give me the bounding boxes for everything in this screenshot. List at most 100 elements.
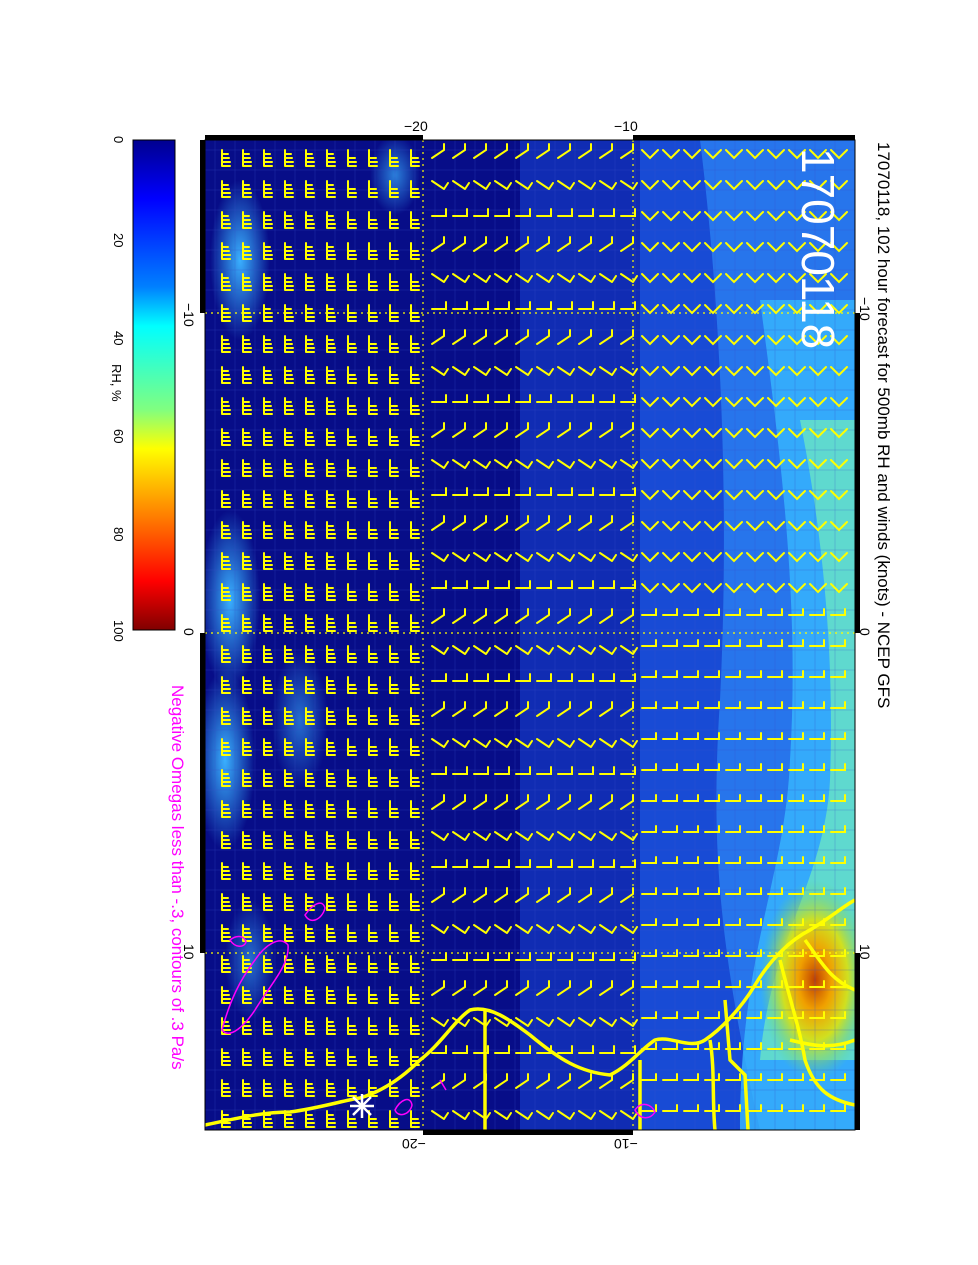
wind-barb	[368, 490, 378, 508]
wind-barb	[683, 242, 701, 253]
wind-barb	[368, 211, 378, 229]
wind-barb	[767, 459, 785, 470]
colorbar-tick: 40	[111, 331, 126, 346]
wind-barb	[725, 149, 743, 160]
wind-barb	[809, 211, 827, 222]
wind-barb	[389, 1017, 399, 1035]
wind-barb	[725, 428, 743, 439]
wind-barb	[746, 639, 762, 647]
wind-barb	[662, 552, 680, 563]
wind-barb	[620, 952, 636, 961]
wind-barb	[683, 273, 701, 284]
wind-barb	[368, 1017, 378, 1035]
wind-barb	[620, 329, 634, 345]
wind-barb	[305, 831, 315, 849]
wind-barb	[368, 1079, 378, 1097]
wind-barb	[515, 952, 531, 961]
wind-barb	[347, 459, 357, 477]
wind-barb	[809, 521, 827, 532]
wind-barb	[326, 335, 336, 353]
wind-barb	[641, 490, 659, 501]
wind-barb	[683, 1042, 699, 1050]
wind-barb	[599, 208, 615, 217]
wind-barb	[221, 335, 231, 353]
wind-barb	[368, 800, 378, 818]
wind-barb	[242, 335, 252, 353]
wind-barb	[683, 335, 701, 346]
wind-barb	[410, 862, 420, 880]
wind-barb	[452, 236, 466, 252]
wind-barb	[683, 552, 701, 563]
wind-barb	[284, 521, 294, 539]
wind-barb	[725, 335, 743, 346]
wind-barb	[641, 521, 659, 532]
wind-barb	[536, 738, 554, 748]
wind-barb	[452, 366, 470, 376]
wind-barb	[410, 211, 420, 229]
wind-barb	[221, 1110, 231, 1128]
wind-barb	[683, 459, 701, 470]
wind-barb	[662, 980, 678, 988]
wind-barb	[767, 1011, 783, 1019]
wind-barb	[662, 304, 680, 315]
wind-barb	[389, 583, 399, 601]
wind-barb	[536, 1110, 554, 1120]
wind-barb	[746, 304, 764, 315]
wind-barb	[662, 918, 678, 926]
wind-barb	[830, 1011, 846, 1019]
wind-barb	[368, 366, 378, 384]
wind-barb	[788, 949, 804, 957]
wind-barb	[431, 924, 449, 934]
wind-barb	[431, 673, 447, 682]
wind-barb	[809, 490, 827, 501]
wind-barb	[515, 1073, 529, 1089]
wind-barb	[473, 580, 489, 589]
wind-barb	[242, 893, 252, 911]
wind-barb	[515, 329, 529, 345]
wind-barb	[305, 645, 315, 663]
wind-barb	[221, 986, 231, 1004]
wind-barb	[641, 149, 659, 160]
wind-barb	[809, 701, 825, 709]
wind-barb	[809, 856, 825, 864]
wind-barb	[830, 887, 846, 895]
wind-barb	[347, 490, 357, 508]
wind-barb	[767, 1073, 783, 1081]
wind-barb	[515, 794, 529, 810]
wind-barb	[767, 428, 785, 439]
wind-barb	[242, 273, 252, 291]
wind-barb	[599, 552, 617, 562]
wind-barb	[389, 149, 399, 167]
wind-barb	[578, 980, 592, 996]
wind-barb	[494, 980, 508, 996]
wind-barb	[662, 639, 678, 647]
wind-barb	[830, 608, 846, 616]
wind-barb	[536, 673, 552, 682]
wind-barb	[536, 459, 554, 469]
wind-barb	[599, 738, 617, 748]
wind-barb	[410, 521, 420, 539]
wind-barb	[326, 676, 336, 694]
wind-barb	[305, 769, 315, 787]
wind-barb	[326, 614, 336, 632]
wind-barb	[494, 515, 508, 531]
wind-barb	[746, 1011, 762, 1019]
wind-barb	[599, 952, 615, 961]
wind-barb	[641, 459, 659, 470]
wind-barb	[284, 366, 294, 384]
wind-barb	[473, 1045, 489, 1054]
wind-barb	[473, 236, 487, 252]
wind-barb	[494, 580, 510, 589]
wind-barb	[284, 645, 294, 663]
wind-barb	[641, 1011, 657, 1019]
wind-barb	[389, 521, 399, 539]
wind-barb	[305, 149, 315, 167]
wind-barb	[305, 552, 315, 570]
wind-barb	[347, 955, 357, 973]
wind-barb	[515, 394, 531, 403]
wind-barb	[725, 242, 743, 253]
wind-barb	[515, 766, 531, 775]
wind-barb	[284, 1079, 294, 1097]
wind-barb	[368, 1110, 378, 1128]
wind-barb	[746, 887, 762, 895]
